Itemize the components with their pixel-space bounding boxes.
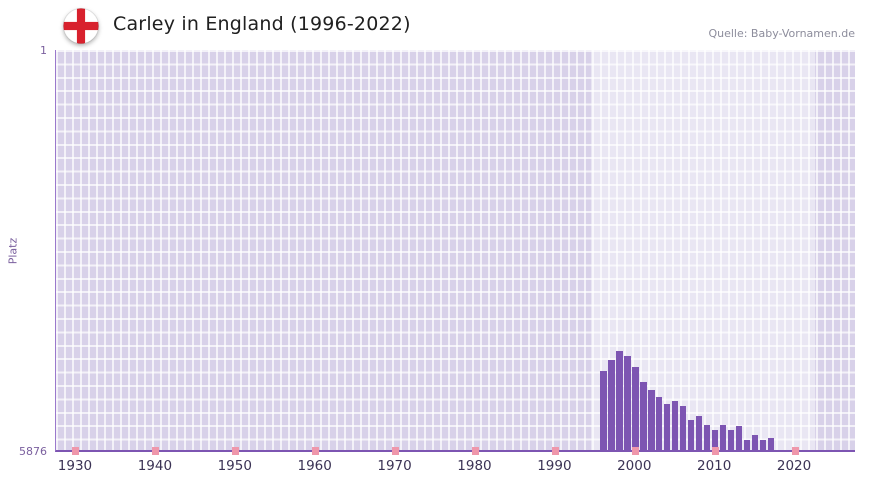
x-tick-label-1990: 1990 <box>537 458 572 474</box>
bar-2017[interactable] <box>767 438 775 450</box>
england-flag-icon <box>62 7 100 45</box>
bar-2001[interactable] <box>640 381 647 450</box>
plot-area <box>55 50 855 455</box>
bar-2010[interactable] <box>711 429 719 450</box>
x-tick-mark-1990 <box>551 447 559 455</box>
bar-2016[interactable] <box>759 440 767 450</box>
bar-1998[interactable] <box>616 350 623 450</box>
x-tick-mark-1980 <box>471 447 479 455</box>
bar-2007[interactable] <box>687 420 695 450</box>
x-tick-label-1960: 1960 <box>297 458 332 474</box>
x-tick-label-2000: 2000 <box>617 458 652 474</box>
x-tick-label-1940: 1940 <box>137 458 173 474</box>
x-tick-mark-1950 <box>232 447 240 455</box>
bar-2002[interactable] <box>648 390 655 450</box>
bar-2003[interactable] <box>655 396 663 450</box>
bar-2008[interactable] <box>695 415 703 450</box>
source-link[interactable]: Quelle: Baby-Vornamen.de <box>708 27 855 40</box>
x-axis-labels: 1930 1940 1950 1960 1970 1980 1990 2000 2010 2020 <box>55 458 855 480</box>
bar-2015[interactable] <box>751 435 759 450</box>
bar-2006[interactable] <box>679 406 687 450</box>
bar-1999[interactable] <box>624 355 631 450</box>
y-tick-label-min: 5876 <box>19 445 47 458</box>
y-tick-label-max: 1 <box>40 44 47 57</box>
x-tick-mark-2000 <box>631 447 639 455</box>
y-axis-title: Platz <box>6 237 20 265</box>
x-tick-mark-1930 <box>72 447 80 455</box>
bar-1997[interactable] <box>608 360 615 450</box>
bar-2004[interactable] <box>663 403 671 450</box>
x-tick-mark-2010 <box>711 447 719 455</box>
x-tick-mark-2020 <box>791 447 799 455</box>
bar-2012[interactable] <box>727 429 735 450</box>
x-tick-label-2010: 2010 <box>696 458 732 474</box>
x-tick-label-1930: 1930 <box>57 458 93 474</box>
bar-2013[interactable] <box>735 426 743 450</box>
x-tick-mark-1940 <box>152 447 160 455</box>
bar-2005[interactable] <box>671 401 679 450</box>
x-tick-label-1950: 1950 <box>217 458 252 474</box>
page-title: Carley in England (1996-2022) <box>113 13 411 35</box>
bar-2009[interactable] <box>703 425 711 450</box>
x-tick-label-1980: 1980 <box>457 458 492 474</box>
bar-1996[interactable] <box>600 370 607 450</box>
x-tick-mark-1970 <box>392 447 400 455</box>
x-tick-mark-1960 <box>312 447 320 455</box>
x-tick-label-1970: 1970 <box>377 458 412 474</box>
bar-2014[interactable] <box>743 440 751 450</box>
x-tick-label-2020: 2020 <box>776 458 812 474</box>
bar-2011[interactable] <box>719 425 727 450</box>
bar-2000[interactable] <box>632 366 639 450</box>
